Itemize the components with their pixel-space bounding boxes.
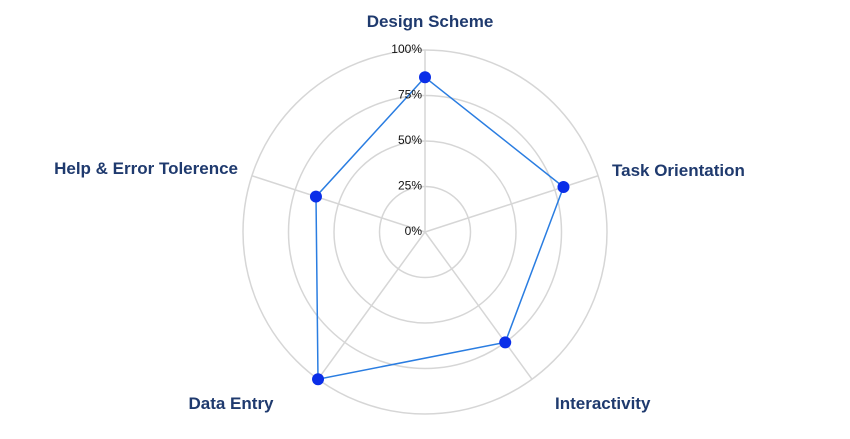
grid-spoke — [317, 231, 426, 380]
axis-label: Design Scheme — [367, 12, 494, 31]
radar-series — [309, 71, 570, 386]
axis-label: Task Orientation — [612, 161, 745, 180]
grid-spoke — [424, 175, 599, 233]
radar-grid — [242, 49, 608, 415]
radial-tick-label: 100% — [391, 42, 422, 56]
radial-tick-label: 75% — [398, 88, 422, 102]
grid-spoke — [424, 231, 533, 380]
data-point — [499, 336, 512, 349]
axis-label: Data Entry — [188, 394, 274, 413]
radial-tick-label: 25% — [398, 179, 422, 193]
data-point — [419, 71, 431, 84]
axis-label: Help & Error Tolerence — [54, 159, 238, 178]
radial-tick-label: 50% — [398, 133, 422, 147]
axis-labels: Design Scheme Task Orientation Interactivi… — [54, 12, 745, 413]
series-line — [315, 76, 565, 381]
data-point — [312, 373, 325, 386]
data-point — [557, 181, 570, 194]
radial-tick-labels: 0% 25% 50% 75% 100% — [391, 42, 422, 238]
grid-spoke — [251, 175, 426, 233]
data-point — [309, 190, 322, 203]
radial-tick-label: 0% — [405, 224, 423, 238]
axis-label: Interactivity — [555, 394, 651, 413]
